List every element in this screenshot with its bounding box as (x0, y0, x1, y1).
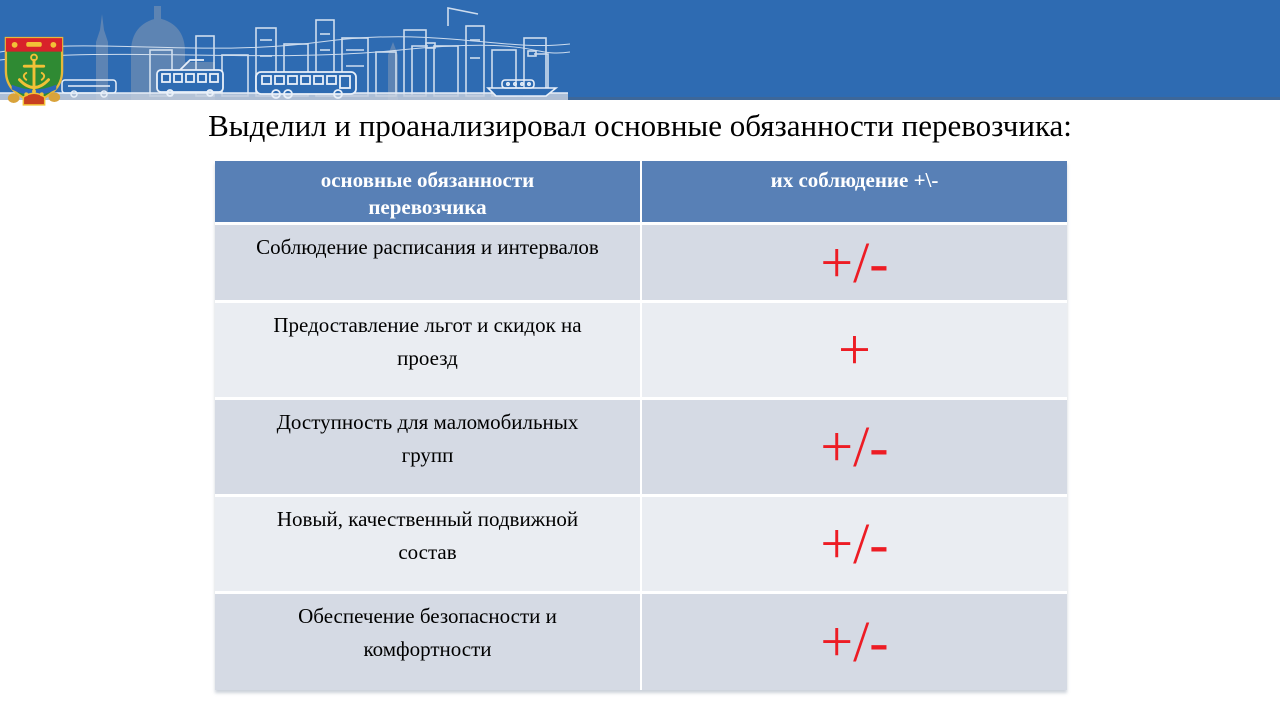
compliance-status: +/- (642, 497, 1067, 591)
bus-icon (255, 71, 357, 99)
duty-cell: Новый, качественный подвижной состав (215, 497, 640, 591)
city-skyline-illustration (0, 6, 570, 100)
header-banner (0, 0, 1280, 106)
table-row: Доступность для маломобильных групп +/- (215, 400, 1067, 494)
table-row: Предоставление льгот и скидок на проезд … (215, 303, 1067, 397)
page-title: Выделил и проанализировал основные обяза… (208, 108, 1072, 143)
duty-cell: Доступность для маломобильных групп (215, 400, 640, 494)
table-row: Обеспечение безопасности и комфортности … (215, 594, 1067, 690)
duty-cell: Предоставление льгот и скидок на проезд (215, 303, 640, 397)
compliance-status: +/- (642, 594, 1067, 690)
duties-table: основные обязанности перевозчика их собл… (215, 161, 1067, 690)
column-header-compliance: их соблюдение +\- (642, 161, 1067, 222)
compliance-status: +/- (642, 225, 1067, 300)
tram-icon (156, 59, 224, 97)
table-header-row: основные обязанности перевозчика их собл… (215, 161, 1067, 222)
city-coat-of-arms-logo (4, 36, 64, 106)
compliance-status: + (642, 303, 1067, 397)
duty-cell: Обеспечение безопасности и комфортности (215, 594, 640, 690)
table-row: Новый, качественный подвижной состав +/- (215, 497, 1067, 591)
boat-icon (486, 79, 559, 97)
duty-cell: Соблюдение расписания и интервалов (215, 225, 640, 300)
compliance-status: +/- (642, 400, 1067, 494)
table-row: Соблюдение расписания и интервалов +/- (215, 225, 1067, 300)
column-header-duties: основные обязанности перевозчика (215, 161, 640, 222)
